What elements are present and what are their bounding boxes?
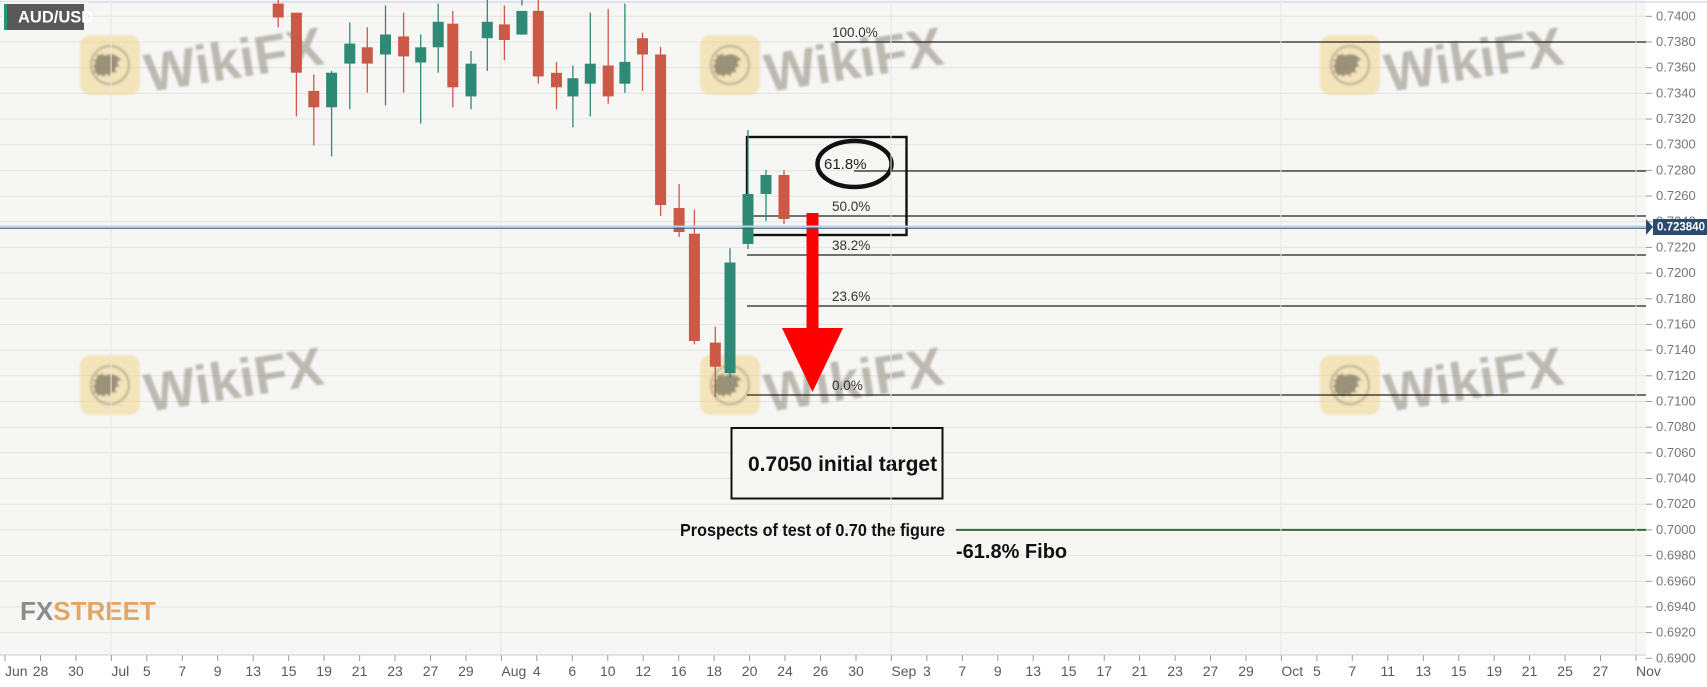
svg-text:AUD/USD: AUD/USD xyxy=(18,9,93,27)
svg-text:0.6900: 0.6900 xyxy=(1656,650,1696,665)
svg-text:11: 11 xyxy=(1381,663,1396,679)
svg-text:Oct: Oct xyxy=(1281,663,1303,679)
svg-text:26: 26 xyxy=(813,663,829,679)
svg-text:0.0%: 0.0% xyxy=(832,378,863,393)
svg-text:0.7340: 0.7340 xyxy=(1656,85,1696,100)
svg-text:0.7140: 0.7140 xyxy=(1656,342,1696,357)
svg-text:0.7220: 0.7220 xyxy=(1656,239,1696,254)
svg-text:0.7280: 0.7280 xyxy=(1656,162,1696,177)
svg-text:10: 10 xyxy=(600,663,616,679)
svg-text:0.7300: 0.7300 xyxy=(1656,137,1696,152)
svg-text:0.7000: 0.7000 xyxy=(1656,522,1696,537)
svg-text:9: 9 xyxy=(214,663,222,679)
svg-text:Sep: Sep xyxy=(891,663,916,679)
svg-text:0.7040: 0.7040 xyxy=(1656,471,1696,486)
svg-text:Aug: Aug xyxy=(501,663,526,679)
svg-text:50.0%: 50.0% xyxy=(832,199,870,214)
svg-text:16: 16 xyxy=(671,663,687,679)
svg-text:4: 4 xyxy=(533,663,541,679)
svg-text:30: 30 xyxy=(68,663,84,679)
svg-text:0.7320: 0.7320 xyxy=(1656,111,1696,126)
svg-text:20: 20 xyxy=(742,663,758,679)
svg-text:0.7020: 0.7020 xyxy=(1656,496,1696,511)
svg-text:5: 5 xyxy=(1313,663,1321,679)
svg-text:7: 7 xyxy=(958,663,966,679)
svg-text:23: 23 xyxy=(387,663,403,679)
svg-text:21: 21 xyxy=(352,663,368,679)
svg-text:13: 13 xyxy=(1025,663,1041,679)
svg-text:23.6%: 23.6% xyxy=(832,289,870,304)
svg-text:0.6920: 0.6920 xyxy=(1656,625,1696,640)
svg-text:27: 27 xyxy=(423,663,439,679)
svg-text:19: 19 xyxy=(316,663,332,679)
svg-text:0.6960: 0.6960 xyxy=(1656,573,1696,588)
svg-text:21: 21 xyxy=(1132,663,1148,679)
svg-text:6: 6 xyxy=(568,663,576,679)
svg-text:0.7380: 0.7380 xyxy=(1656,34,1696,49)
svg-text:0.7080: 0.7080 xyxy=(1656,419,1696,434)
svg-text:61.8%: 61.8% xyxy=(824,156,867,173)
svg-text:7: 7 xyxy=(178,663,186,679)
svg-text:Nov: Nov xyxy=(1636,663,1661,679)
svg-text:FXSTREET: FXSTREET xyxy=(20,596,156,626)
svg-text:Jul: Jul xyxy=(111,663,129,679)
svg-text:29: 29 xyxy=(1238,663,1254,679)
svg-text:18: 18 xyxy=(706,663,722,679)
svg-text:13: 13 xyxy=(1416,663,1432,679)
svg-text:23: 23 xyxy=(1167,663,1183,679)
svg-text:29: 29 xyxy=(458,663,474,679)
svg-text:Jun: Jun xyxy=(5,663,28,679)
svg-text:27: 27 xyxy=(1593,663,1609,679)
svg-text:0.7200: 0.7200 xyxy=(1656,265,1696,280)
svg-text:0.7260: 0.7260 xyxy=(1656,188,1696,203)
svg-text:0.7160: 0.7160 xyxy=(1656,317,1696,332)
svg-text:-61.8% Fibo: -61.8% Fibo xyxy=(956,541,1067,563)
svg-text:38.2%: 38.2% xyxy=(832,238,870,253)
svg-text:0.7360: 0.7360 xyxy=(1656,60,1696,75)
svg-text:0.7180: 0.7180 xyxy=(1656,291,1696,306)
svg-text:24: 24 xyxy=(777,663,793,679)
svg-text:100.0%: 100.0% xyxy=(832,25,878,40)
svg-text:13: 13 xyxy=(245,663,261,679)
svg-text:17: 17 xyxy=(1096,663,1112,679)
svg-text:0.7400: 0.7400 xyxy=(1656,8,1696,23)
svg-text:0.7100: 0.7100 xyxy=(1656,394,1696,409)
svg-text:15: 15 xyxy=(1451,663,1467,679)
svg-text:27: 27 xyxy=(1203,663,1219,679)
svg-text:3: 3 xyxy=(923,663,931,679)
svg-text:0.7120: 0.7120 xyxy=(1656,368,1696,383)
svg-text:25: 25 xyxy=(1557,663,1573,679)
svg-text:28: 28 xyxy=(33,663,49,679)
svg-text:9: 9 xyxy=(994,663,1002,679)
svg-text:0.6980: 0.6980 xyxy=(1656,548,1696,563)
svg-text:Prospects of test of 0.70 the: Prospects of test of 0.70 the figure xyxy=(680,520,945,540)
svg-text:30: 30 xyxy=(848,663,864,679)
svg-text:15: 15 xyxy=(1061,663,1077,679)
svg-text:7: 7 xyxy=(1348,663,1356,679)
svg-text:0.7060: 0.7060 xyxy=(1656,445,1696,460)
svg-text:0.6940: 0.6940 xyxy=(1656,599,1696,614)
svg-text:5: 5 xyxy=(143,663,151,679)
svg-text:0.723840: 0.723840 xyxy=(1657,222,1705,234)
svg-text:19: 19 xyxy=(1486,663,1502,679)
svg-text:12: 12 xyxy=(635,663,651,679)
svg-text:21: 21 xyxy=(1522,663,1538,679)
svg-text:0.7050 initial target: 0.7050 initial target xyxy=(748,453,937,476)
svg-text:15: 15 xyxy=(281,663,297,679)
